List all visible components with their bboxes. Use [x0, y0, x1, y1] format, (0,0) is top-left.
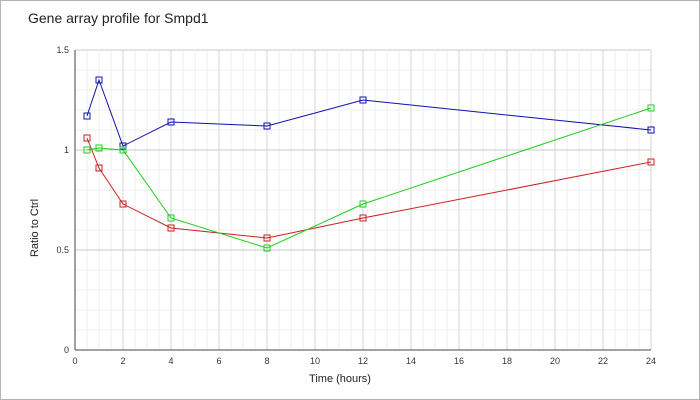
series-2-marker [119, 200, 127, 208]
series-3-line [86, 107, 652, 249]
x-tick-label: 16 [454, 356, 464, 366]
series-1-marker [119, 142, 127, 150]
series-3-marker [95, 144, 103, 152]
series-1-marker [359, 96, 367, 104]
series-2-marker [167, 224, 175, 232]
x-tick-label: 14 [406, 356, 416, 366]
series-1-marker [83, 112, 91, 120]
x-tick-label: 10 [310, 356, 320, 366]
series-1-marker [263, 122, 271, 130]
series-3-marker [647, 104, 655, 112]
series-2-marker [95, 164, 103, 172]
series-2-marker [359, 214, 367, 222]
x-tick-label: 4 [168, 356, 173, 366]
series-1-line [86, 78, 652, 147]
x-tick-label: 8 [264, 356, 269, 366]
series-3-marker [167, 214, 175, 222]
x-tick-label: 2 [120, 356, 125, 366]
x-tick-label: 6 [216, 356, 221, 366]
series-3-marker [263, 244, 271, 252]
y-tick-label: 1 [64, 145, 69, 155]
series-3-marker [119, 146, 127, 154]
y-tick-label: 0.5 [56, 245, 69, 255]
y-tick-label: 1.5 [56, 45, 69, 55]
series-1-marker [647, 126, 655, 134]
y-tick-label: 0 [64, 345, 69, 355]
x-tick-label: 24 [646, 356, 656, 366]
series-2-line [86, 137, 652, 239]
x-tick-label: 12 [358, 356, 368, 366]
major-grid [74, 49, 652, 351]
x-tick-label: 20 [550, 356, 560, 366]
x-tick-label: 22 [598, 356, 608, 366]
series-2-marker [83, 134, 91, 142]
x-axis-label: Time (hours) [309, 373, 371, 385]
series-2-marker [647, 158, 655, 166]
series-2-marker [263, 234, 271, 242]
x-tick-label: 18 [502, 356, 512, 366]
chart-title: Gene array profile for Smpd1 [28, 10, 209, 26]
series-layer [83, 76, 655, 252]
series-1-marker [167, 118, 175, 126]
series-3-marker [83, 146, 91, 154]
series-1-marker [95, 76, 103, 84]
x-tick-label: 0 [72, 356, 77, 366]
axes [74, 50, 651, 351]
series-3-marker [359, 200, 367, 208]
